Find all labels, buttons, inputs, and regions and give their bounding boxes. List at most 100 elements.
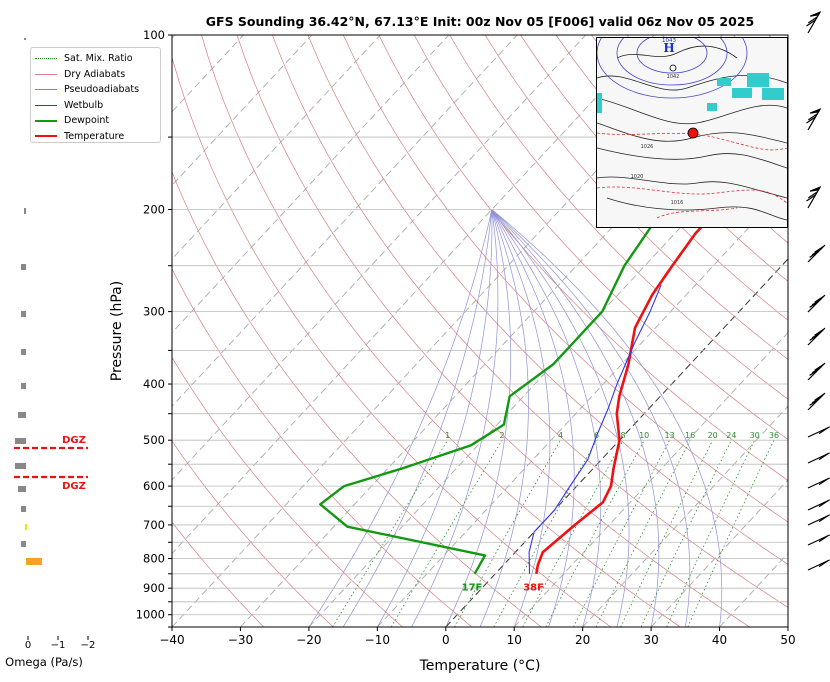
pseudoadiabat [491,209,551,627]
wind-barb [806,11,822,34]
legend-label: Dry Adiabats [64,68,126,80]
omega-bar [24,208,26,214]
isotherm-line [172,35,655,555]
plot-frame [171,34,789,628]
legend-label: Dewpoint [64,115,110,126]
omega-axis-label: Omega (Pa/s) [5,655,83,669]
omega-tick-0: 0 [25,640,31,651]
omega-bar [21,383,26,389]
background-lines [172,35,830,627]
x-tick-label: −10 [365,633,390,647]
dry-adiabat [172,56,612,627]
pseudoadiabat [376,209,493,627]
pseudoadiabat [491,209,630,627]
legend-item: Pseudoadiabats [35,82,160,98]
x-tick-label: 10 [507,633,522,647]
surface-annotations: 17F 38F [462,583,544,594]
isotherm-line [582,405,788,627]
isotherm-line [172,35,450,334]
mixing-ratio-label: 24 [726,431,736,440]
omega-tick-1: −1 [51,640,66,651]
inset-pressure-label: 1026 [641,144,654,150]
dry-adiabat [272,35,788,608]
pseudoadiabat [308,209,493,627]
mixing-ratio-label: 13 [665,431,675,440]
pseudoadiabat [491,209,723,627]
surface-temp-label: 38F [523,583,544,594]
pseudoadiabat [479,209,529,627]
omega-bar [18,412,26,418]
inset-pressure-label: 1016 [671,200,684,206]
y-tick-label: 900 [143,581,165,595]
dry-adiabat [172,170,542,627]
omega-bar [21,541,26,547]
isotherm-line [172,35,587,481]
isotherm-line [513,331,788,627]
wind-barbs [806,11,830,571]
legend-item: Dry Adiabats [35,67,160,83]
omega-bar [15,463,26,469]
isotherm-line [377,184,788,627]
dry-adiabat [172,440,334,627]
chart-title: GFS Sounding 36.42°N, 67.13°E Init: 00z … [206,14,754,29]
dgz-top-label: DGZ [62,435,86,446]
dry-adiabat [378,35,788,481]
pseudoadiabat [491,209,575,627]
sounding-location-marker [687,127,699,139]
pseudoadiabat [411,209,499,627]
mixing-ratio-labels: 1 2 4 6 8 10 13 16 20 24 30 36 [445,431,779,440]
y-tick-label: 1000 [136,608,165,622]
wind-barb [807,426,830,438]
wind-barb [807,514,830,526]
temperature-profile [535,163,788,575]
wind-barb [807,452,830,464]
y-tick-label: 600 [143,479,165,493]
x-axis-label: Temperature (°C) [419,658,541,674]
x-tick-label: −20 [296,633,321,647]
dry-adiabat [520,35,788,321]
mixing-ratio-line [666,440,756,627]
isotherm-line [172,35,381,260]
omega-bar [21,506,26,512]
y-axis-ticks: 100 200 300 400 500 600 700 800 900 1000 [136,28,172,628]
wind-barb [807,559,830,571]
dry-adiabat [172,268,473,627]
legend-label: Wetbulb [64,99,104,111]
mixing-ratio-label: 30 [750,431,760,440]
legend-item: Wetbulb [35,98,160,114]
omega-bar [21,264,26,270]
mixing-ratio-line [687,440,775,627]
x-tick-label: 40 [712,633,727,647]
isotherm-line [650,479,788,627]
y-tick-label: 300 [143,305,165,319]
dry-adiabat [804,35,830,627]
legend-item: Sat. Mix. Ratio [35,51,160,67]
isotherm-line [172,35,518,407]
mixing-ratio-label: 8 [621,431,626,440]
dry-adiabat [413,35,788,440]
dry-adiabat [555,35,788,282]
dry-adiabat [172,521,265,627]
y-tick-label: 100 [143,28,165,42]
wind-barb [807,534,830,546]
pseudoadiabat [445,209,512,627]
omega-tick-2: −2 [81,640,96,651]
wind-barb [806,186,822,209]
omega-bar [18,486,26,492]
dry-adiabat [484,35,788,360]
mixing-ratio-label: 10 [639,431,649,440]
omega-panel: 0 −1 −2 Omega (Pa/s) DGZ DGZ [5,35,95,669]
x-tick-label: −30 [228,633,253,647]
mixing-ratio-label: 2 [500,431,505,440]
mixing-ratio-line [640,440,732,627]
isotherm-line [172,35,313,187]
wind-barb [807,499,830,511]
dry-adiabat [449,35,788,400]
y-tick-label: 800 [143,552,165,566]
wind-barb [807,392,826,411]
legend-label: Temperature [64,130,125,142]
y-tick-label: 200 [143,203,165,217]
omega-bar [25,524,27,530]
dry-adiabat [201,35,681,627]
legend-label: Sat. Mix. Ratio [64,53,133,64]
